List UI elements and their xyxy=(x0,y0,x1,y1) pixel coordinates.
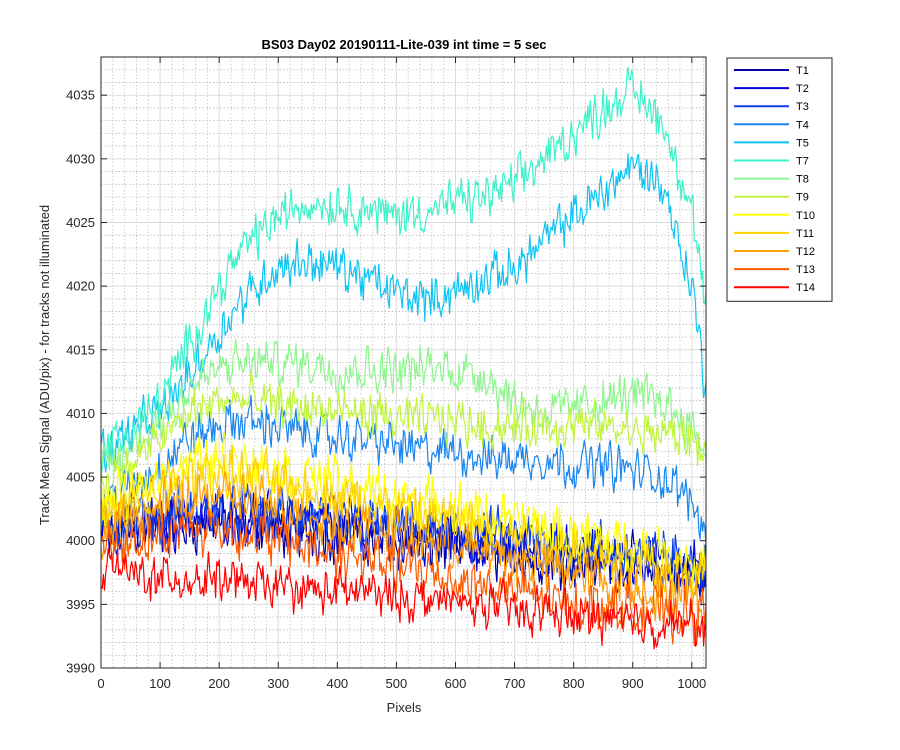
series-line-t12 xyxy=(100,471,707,638)
legend-label-t3: T3 xyxy=(796,101,809,113)
series-line-t11 xyxy=(100,444,707,601)
y-tick-label: 3990 xyxy=(66,661,95,676)
y-tick-label: 4035 xyxy=(66,88,95,103)
legend-box xyxy=(726,57,833,302)
legend-label-t11: T11 xyxy=(796,228,814,240)
y-tick-label: 4000 xyxy=(66,533,95,548)
legend-label-t2: T2 xyxy=(796,83,809,95)
legend-label-t1: T1 xyxy=(796,65,809,77)
x-tick-label: 600 xyxy=(445,676,467,691)
y-tick-label: 3995 xyxy=(66,597,95,612)
plot-frame xyxy=(100,56,707,669)
legend-label-t7: T7 xyxy=(796,156,809,168)
y-tick-label: 4015 xyxy=(66,342,95,357)
legend-label-t5: T5 xyxy=(796,137,809,149)
x-tick-label: 700 xyxy=(504,676,526,691)
x-axis-title: Pixels xyxy=(387,700,422,715)
legend-label-t10: T10 xyxy=(796,210,815,222)
legend-label-t12: T12 xyxy=(796,246,815,258)
series-line-t8 xyxy=(100,338,707,475)
x-tick-label: 500 xyxy=(386,676,408,691)
series-line-t13 xyxy=(100,509,707,647)
legend-label-t9: T9 xyxy=(796,192,809,204)
legend-label-t8: T8 xyxy=(796,174,809,186)
y-tick-label: 4010 xyxy=(66,406,95,421)
series-line-t14 xyxy=(100,548,707,650)
y-tick-label: 4020 xyxy=(66,279,95,294)
chart-title: BS03 Day02 20190111-Lite-039 int time = … xyxy=(261,37,546,52)
legend-label-t13: T13 xyxy=(796,264,815,276)
x-tick-label: 300 xyxy=(267,676,289,691)
y-tick-label: 4005 xyxy=(66,470,95,485)
x-tick-label: 400 xyxy=(326,676,348,691)
x-tick-label: 100 xyxy=(149,676,171,691)
x-tick-label: 1000 xyxy=(677,676,706,691)
legend: T1 T2 T3 T4 T5 T7 T8 T9 T10 T11 T12 T13 T14 xyxy=(726,57,833,302)
y-tick-label: 4025 xyxy=(66,215,95,230)
legend-label-t14: T14 xyxy=(796,282,815,294)
x-tick-label: 0 xyxy=(97,676,104,691)
series-line-t4 xyxy=(100,394,707,545)
series-line-t9 xyxy=(100,370,707,502)
y-tick-label: 4030 xyxy=(66,151,95,166)
legend-label-t4: T4 xyxy=(796,119,809,131)
x-tick-label: 900 xyxy=(622,676,644,691)
series-line-t7 xyxy=(100,66,707,472)
y-axis-title: Track Mean Signal (ADU/pix) - for tracks… xyxy=(37,205,52,525)
x-tick-label: 200 xyxy=(208,676,230,691)
series-layer xyxy=(100,66,707,650)
major-grid xyxy=(100,57,706,669)
x-tick-label: 800 xyxy=(563,676,585,691)
axis-ticks: 0 100 200 300 400 500 600 700 800 900 1000 3990 3995… xyxy=(66,57,706,691)
